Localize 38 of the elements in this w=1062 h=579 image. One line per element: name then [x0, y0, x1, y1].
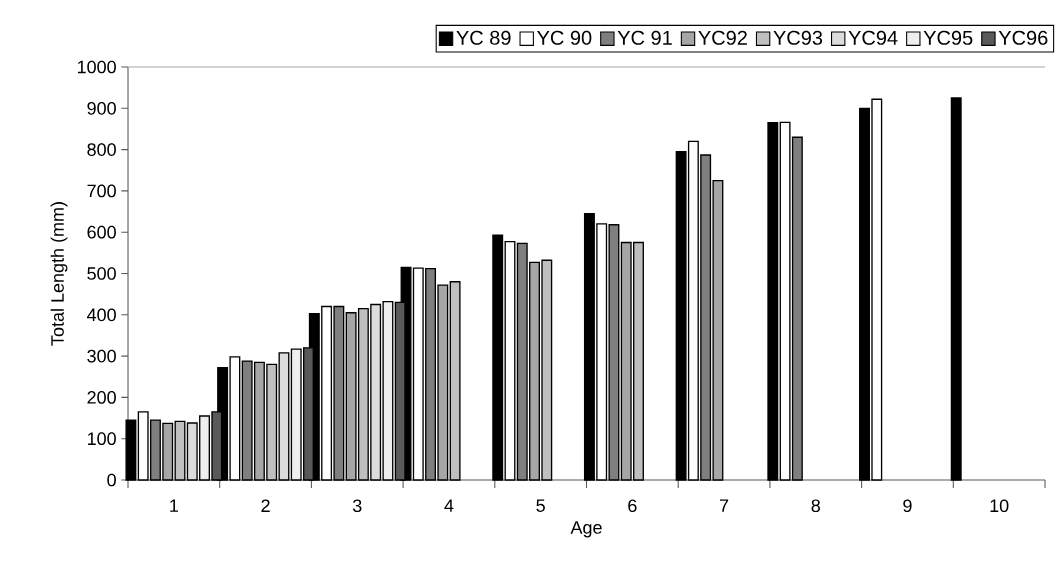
y-tick-label: 400	[87, 308, 116, 322]
y-tick-label: 600	[87, 225, 116, 239]
x-axis-title: Age	[570, 521, 602, 538]
legend-label: YC 90	[537, 30, 592, 45]
y-tick-label: 300	[87, 349, 116, 363]
x-tick-label: 1	[170, 499, 178, 512]
x-tick-label: 6	[628, 499, 637, 513]
y-tick-label: 700	[87, 184, 116, 198]
legend-label: YC92	[698, 30, 747, 45]
legend-label: YC95	[923, 30, 973, 45]
bar	[950, 97, 962, 481]
y-axis-title: Total Length (mm)	[50, 202, 68, 346]
y-tick-label: 200	[87, 391, 116, 404]
y-tick-label: 1000	[77, 60, 116, 74]
y-tick-label: 800	[87, 143, 116, 156]
x-tick-label: 4	[444, 499, 454, 512]
bar	[449, 281, 461, 481]
legend-label: YC 89	[456, 30, 511, 45]
y-tick-label: 500	[87, 267, 116, 280]
y-tick-label: 900	[87, 101, 116, 115]
legend-label: YC94	[848, 30, 898, 45]
x-tick-label: 8	[811, 499, 820, 513]
legend-label: YC96	[998, 30, 1048, 45]
y-tick-label: 100	[87, 432, 116, 446]
x-tick-label: 9	[903, 499, 912, 513]
x-tick-label: 3	[352, 499, 362, 513]
bar	[492, 234, 504, 481]
bar	[767, 122, 779, 481]
bar	[504, 241, 516, 481]
x-tick-label: 10	[990, 499, 1009, 513]
x-tick-label: 7	[719, 499, 729, 512]
y-tick-label: 0	[107, 473, 116, 487]
legend-label: YC93	[773, 30, 823, 45]
bar	[125, 419, 137, 481]
bar	[174, 420, 186, 481]
legend-label: YC 91	[617, 30, 672, 45]
x-tick-label: 5	[536, 499, 545, 512]
x-tick-label: 2	[261, 499, 270, 512]
